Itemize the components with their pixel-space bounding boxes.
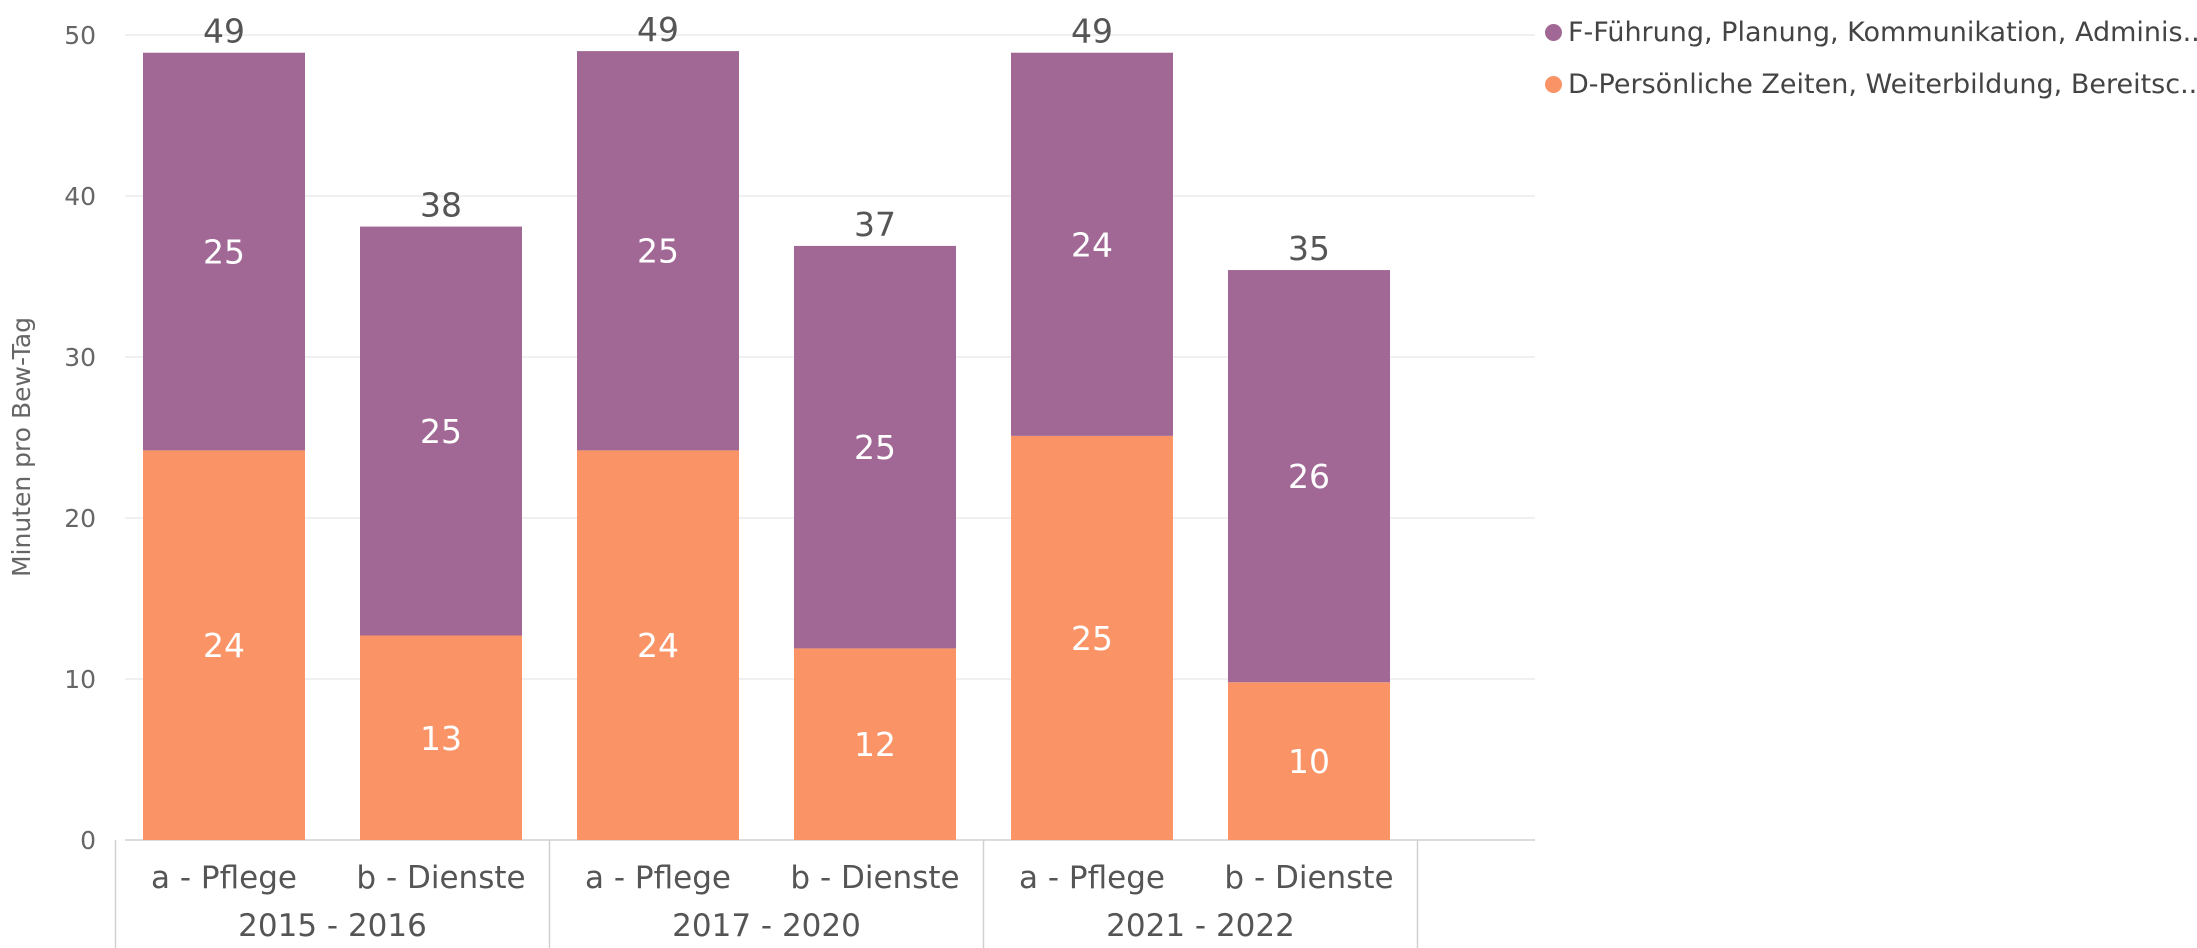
bar-segment[interactable] (360, 226, 522, 636)
total-value-label: 49 (1071, 12, 1113, 51)
segment-value-label: 24 (637, 626, 679, 665)
segment-value-label: 12 (854, 725, 896, 764)
x-group-label: 2015 - 2016 (238, 908, 427, 944)
y-tick-label: 30 (64, 343, 96, 372)
x-axis: a - Pflege b - Dienste 2015 - 2016 a - Pfle… (114, 840, 1419, 948)
total-value-label: 38 (420, 186, 462, 225)
segment-value-label: 10 (1288, 742, 1330, 781)
bar-segment[interactable] (360, 635, 522, 840)
x-group-label: 2021 - 2022 (1106, 908, 1295, 944)
y-axis-label: Minuten pro Bew-Tag (7, 317, 36, 577)
legend-item[interactable]: D-Persönliche Zeiten, Weiterbildung, Ber… (1545, 58, 2197, 110)
x-category-label: a - Pflege (1019, 860, 1165, 896)
x-group-label: 2017 - 2020 (672, 908, 861, 944)
segment-value-label: 25 (1071, 619, 1113, 658)
segment-value-label: 26 (1288, 457, 1330, 496)
y-tick-label: 40 (64, 182, 96, 211)
x-category-label: b - Dienste (790, 860, 959, 896)
bar-segment[interactable] (1228, 270, 1390, 683)
x-category-label: b - Dienste (1224, 860, 1393, 896)
bar-segment[interactable] (1011, 52, 1173, 436)
segment-value-label: 25 (420, 412, 462, 451)
bar-segment[interactable] (143, 450, 305, 840)
total-value-label: 35 (1288, 229, 1330, 268)
bar-segment[interactable] (1011, 435, 1173, 840)
x-category-label: b - Dienste (356, 860, 525, 896)
x-category-label: a - Pflege (585, 860, 731, 896)
y-tick-label: 0 (80, 826, 96, 855)
bar-segment[interactable] (143, 52, 305, 451)
x-category-label: a - Pflege (151, 860, 297, 896)
segment-value-label: 24 (1071, 225, 1113, 264)
legend-label: F-Führung, Planung, Kommunikation, Admin… (1568, 16, 2197, 48)
legend-item[interactable]: F-Führung, Planung, Kommunikation, Admin… (1545, 6, 2197, 58)
segment-value-label: 25 (203, 233, 245, 272)
bar-segment[interactable] (577, 450, 739, 840)
y-tick-label: 10 (64, 665, 96, 694)
data-labels: 24 25 49 13 25 38 24 25 49 12 25 37 25 24 49 10 26 35 (203, 10, 1330, 781)
legend-swatch (1545, 75, 1562, 93)
total-value-label: 37 (854, 205, 896, 244)
legend-swatch (1545, 23, 1562, 41)
y-axis-ticks: 0 10 20 30 40 50 (64, 21, 96, 855)
bar-segment[interactable] (794, 245, 956, 649)
legend-label: D-Persönliche Zeiten, Weiterbildung, Ber… (1568, 68, 2197, 100)
bar-segment[interactable] (794, 648, 956, 840)
bar-segment[interactable] (577, 51, 739, 451)
segment-value-label: 25 (854, 428, 896, 467)
segment-value-label: 24 (203, 626, 245, 665)
segment-value-label: 25 (637, 232, 679, 271)
segment-value-label: 13 (420, 719, 462, 758)
total-value-label: 49 (637, 10, 679, 49)
y-tick-label: 20 (64, 504, 96, 533)
legend: F-Führung, Planung, Kommunikation, Admin… (1545, 6, 2197, 110)
bars (143, 51, 1390, 840)
bar-segment[interactable] (1228, 682, 1390, 840)
total-value-label: 49 (203, 12, 245, 51)
y-tick-label: 50 (64, 21, 96, 50)
